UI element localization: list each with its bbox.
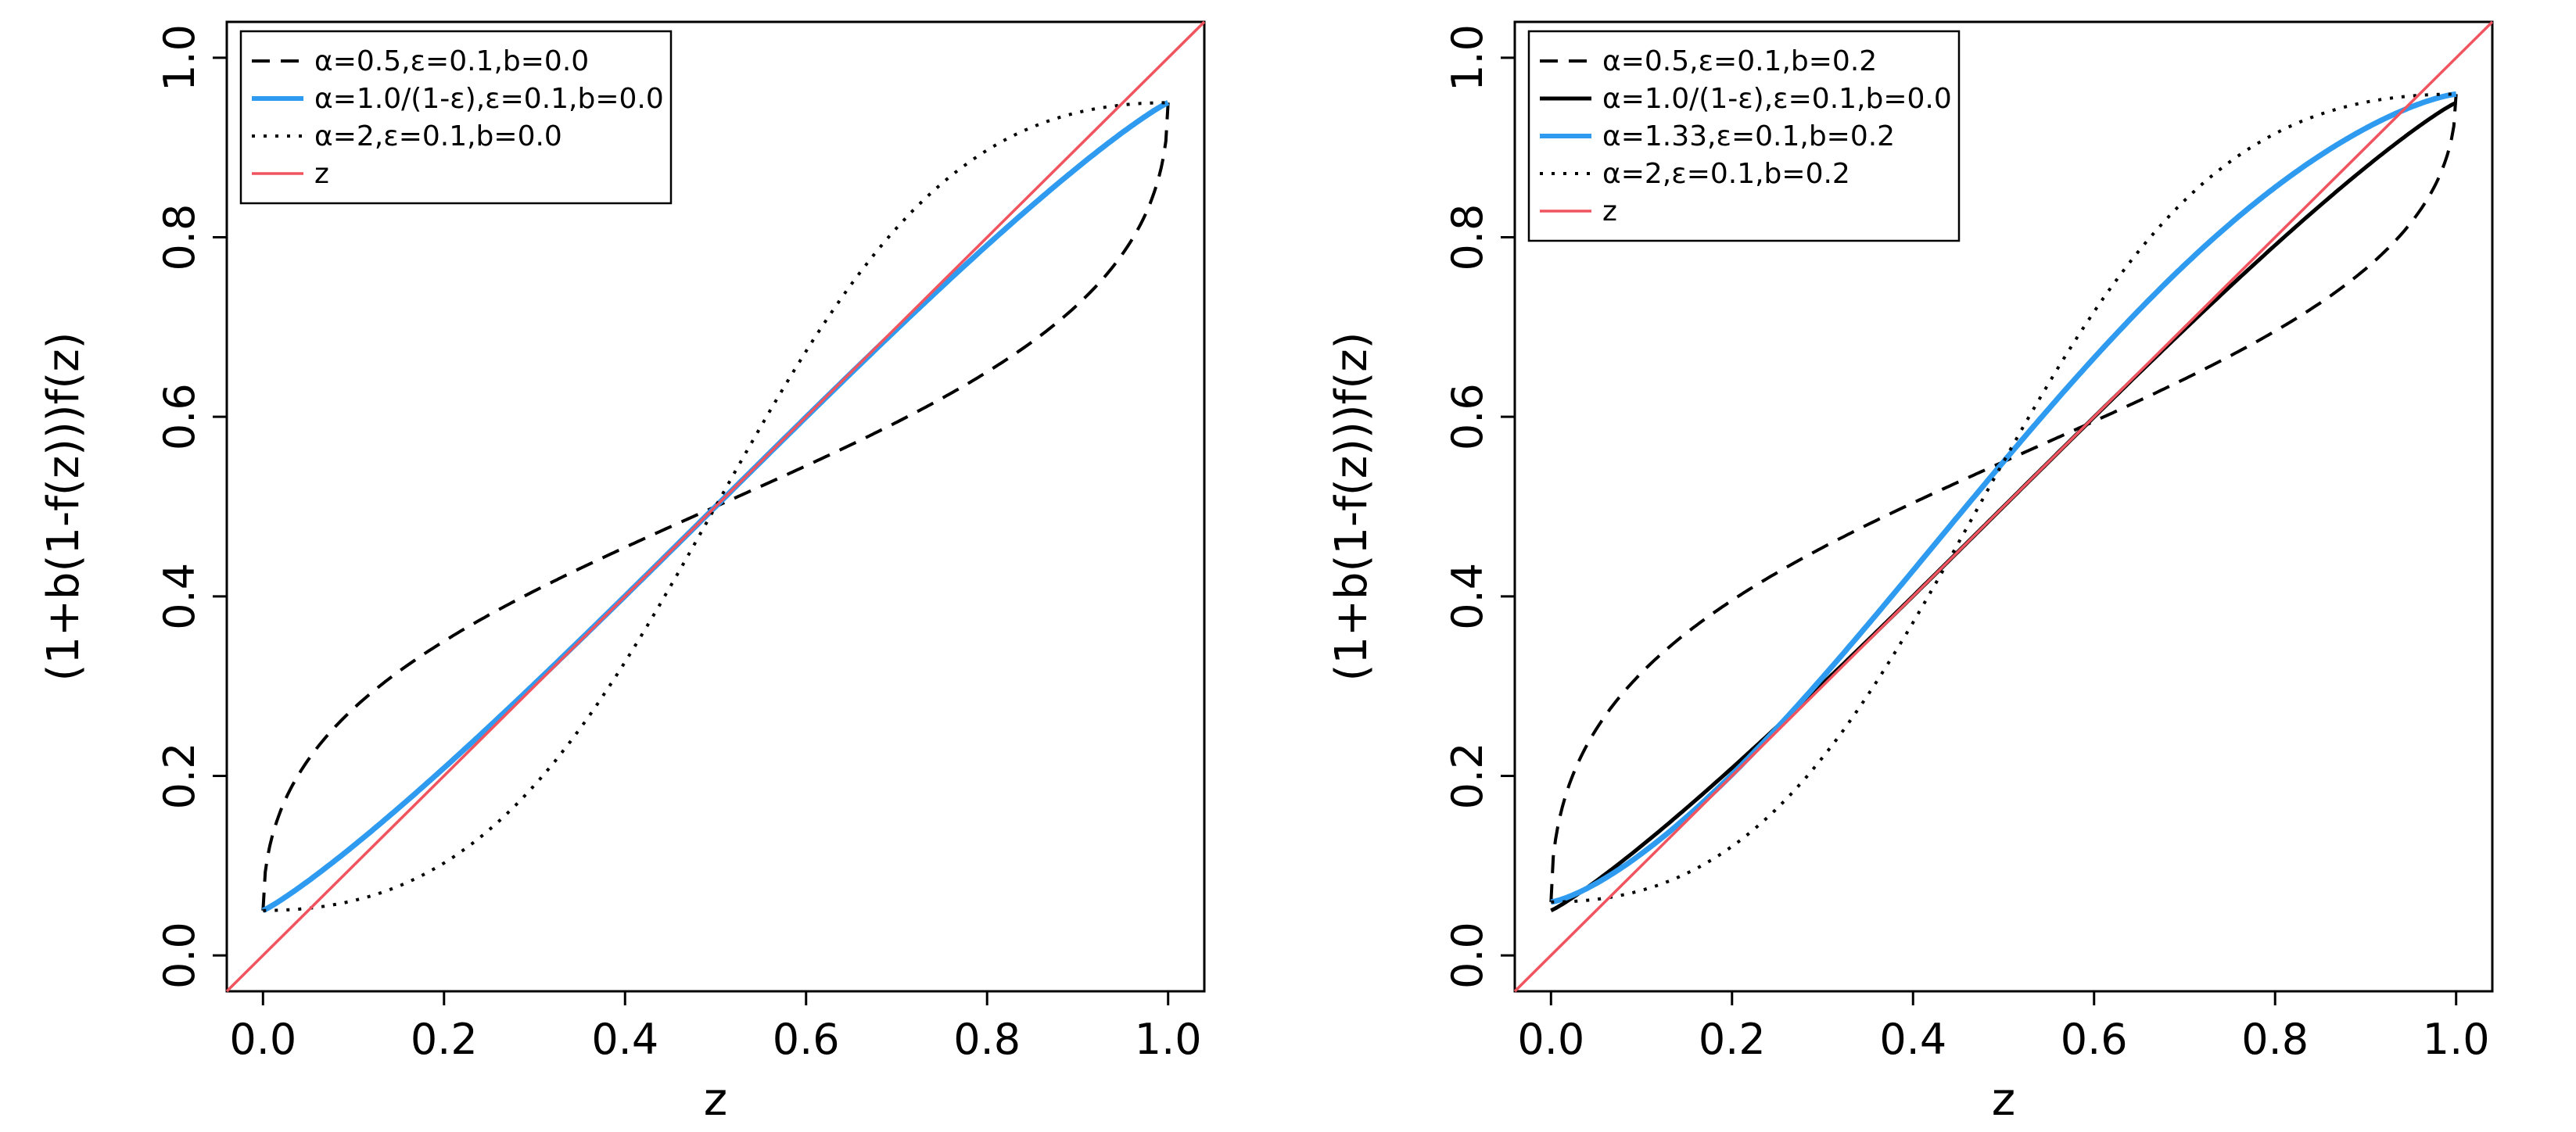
x-axis-title: z [704,1073,727,1126]
x-tick-label: 0.2 [1699,1015,1766,1064]
legend-entry: z [252,158,329,190]
y-tick-label: 1.0 [155,24,204,91]
right-plot: 0.0 0.2 0.4 0.6 0.8 1.0 0.0 0.2 0.4 0.6 0.8 1.0 z (1+… [1326,20,2494,1126]
y-tick-label: 1.0 [1443,24,1492,91]
x-tick-label: 0.6 [2061,1015,2128,1064]
y-tick-label: 0.4 [155,563,204,630]
x-tick-label: 0.8 [2241,1015,2309,1064]
plot-box [1513,20,2494,993]
x-tick-label: 0.0 [1517,1015,1584,1064]
legend-box [1527,30,1961,242]
y-tick-label: 0.2 [155,742,204,809]
y-tick-label: 0.8 [155,204,204,271]
y-tick-label: 0.6 [155,383,204,450]
y-axis-title: (1+b(1-f(z)))f(z) [1326,332,1377,682]
legend-box [239,30,673,205]
y-tick-label: 0.6 [1443,383,1492,450]
legend: α=0.5,ε=0.1,b=0.2 α=1.0/(1-ε),ε=0.1,b=0.0… [1527,30,1961,242]
y-tick-label: 0.0 [155,922,204,989]
legend-label: α=2,ε=0.1,b=0.0 [314,120,562,152]
x-tick-label: 1.0 [2423,1015,2490,1064]
series-curve-3 [225,20,1206,993]
y-tick-label: 0.8 [1443,204,1492,271]
series-curve-2 [263,101,1168,912]
legend-entry: α=1.33,ε=0.1,b=0.2 [1540,120,1895,152]
legend-label: α=1.0/(1-ε),ε=0.1,b=0.0 [1602,83,1952,115]
x-tick-label: 1.0 [1135,1015,1202,1064]
y-tick-label: 0.0 [1443,922,1492,989]
legend-label: α=0.5,ε=0.1,b=0.0 [314,45,589,77]
y-tick-label: 0.4 [1443,563,1492,630]
x-tick-label: 0.2 [411,1015,478,1064]
y-axis-title: (1+b(1-f(z)))f(z) [38,332,89,682]
plot-box [225,20,1206,993]
legend: α=0.5,ε=0.1,b=0.0 α=1.0/(1-ε),ε=0.1,b=0.0… [239,30,673,205]
legend-entry: α=2,ε=0.1,b=0.0 [252,120,562,152]
y-tick-label: 0.2 [1443,742,1492,809]
series-curve-4 [1513,20,2494,993]
legend-label: α=1.33,ε=0.1,b=0.2 [1602,120,1895,152]
legend-label: α=1.0/(1-ε),ε=0.1,b=0.0 [314,83,664,115]
x-tick-label: 0.4 [591,1015,658,1064]
legend-label: α=2,ε=0.1,b=0.2 [1602,158,1850,190]
left-plot: 0.0 0.2 0.4 0.6 0.8 1.0 0.0 0.2 0.4 0.6 0.8 1.0 z (1+… [38,20,1206,1126]
legend-entry: α=0.5,ε=0.1,b=0.2 [1540,45,1877,77]
legend-entry: α=1.0/(1-ε),ε=0.1,b=0.0 [252,83,664,115]
x-axis-title: z [1992,1073,2015,1126]
x-tick-label: 0.4 [1879,1015,1946,1064]
x-tick-label: 0.0 [229,1015,296,1064]
legend-label: z [314,158,329,190]
legend-label: α=0.5,ε=0.1,b=0.2 [1602,45,1877,77]
legend-entry: α=1.0/(1-ε),ε=0.1,b=0.0 [1540,83,1952,115]
x-tick-label: 0.8 [953,1015,1021,1064]
legend-entry: z [1540,195,1617,227]
series-curve-2 [1550,91,2457,905]
legend-entry: α=2,ε=0.1,b=0.2 [1540,158,1850,190]
x-tick-label: 0.6 [773,1015,840,1064]
legend-entry: α=0.5,ε=0.1,b=0.0 [252,45,589,77]
legend-label: z [1602,195,1617,227]
